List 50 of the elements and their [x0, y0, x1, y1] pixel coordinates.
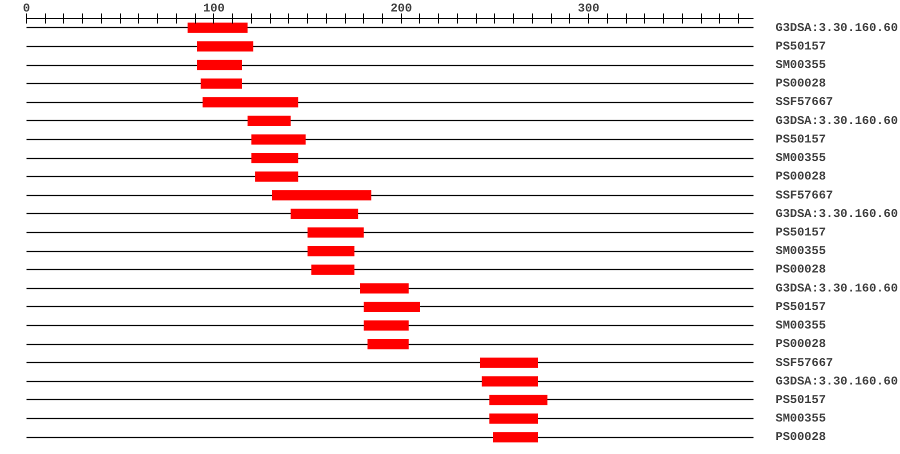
y-tick-label: PS00028 — [776, 430, 826, 444]
bar — [311, 264, 354, 275]
x-tick-label: 300 — [578, 2, 600, 16]
y-tick-label: PS50157 — [776, 39, 826, 54]
x-tick-label: 200 — [390, 2, 412, 16]
y-tick-label: SSF57667 — [776, 356, 834, 370]
y-tick-label: SM00355 — [776, 151, 826, 166]
y-tick-label: PS50157 — [776, 300, 826, 314]
bar — [480, 358, 538, 368]
bar — [493, 432, 538, 442]
y-tick-label: PS00028 — [776, 337, 826, 352]
y-tick-label: G3DSA:3.30.160.60 — [776, 374, 898, 388]
bar — [197, 60, 242, 70]
bar — [308, 227, 364, 238]
y-tick-label: PS50157 — [776, 132, 826, 146]
bar — [482, 376, 538, 386]
x-tick-label: 100 — [203, 2, 225, 16]
bar — [251, 134, 306, 145]
bar — [308, 246, 354, 256]
bar — [251, 152, 298, 164]
bar — [272, 190, 372, 200]
y-tick-label: G3DSA:3.30.160.60 — [776, 281, 898, 296]
y-tick-label: G3DSA:3.30.160.60 — [776, 114, 898, 128]
bar — [200, 78, 242, 89]
y-tick-label: PS00028 — [776, 262, 826, 277]
bar — [202, 97, 298, 108]
bar — [188, 22, 248, 33]
bar — [368, 339, 409, 350]
bar — [197, 41, 254, 52]
bar — [364, 320, 409, 331]
y-tick-label: SM00355 — [776, 318, 826, 333]
y-tick-label: G3DSA:3.30.160.60 — [776, 206, 898, 221]
y-tick-label: PS50157 — [776, 226, 826, 240]
y-tick-label: SSF57667 — [776, 95, 834, 110]
y-tick-label: PS50157 — [776, 392, 826, 407]
bar — [255, 172, 298, 182]
y-tick-label: SSF57667 — [776, 188, 834, 202]
y-tick-label: SM00355 — [776, 58, 826, 72]
bar — [290, 208, 358, 220]
y-tick-label: PS00028 — [776, 170, 826, 184]
y-tick-label: SM00355 — [776, 244, 826, 258]
bar — [364, 302, 420, 312]
bar — [489, 394, 548, 406]
y-tick-label: G3DSA:3.30.160.60 — [776, 20, 898, 35]
bar — [248, 116, 291, 126]
y-tick-label: PS00028 — [776, 76, 826, 91]
y-tick-label: SM00355 — [776, 412, 826, 426]
bar — [360, 283, 409, 294]
bar — [489, 413, 538, 424]
x-tick-label: 0 — [22, 2, 30, 16]
